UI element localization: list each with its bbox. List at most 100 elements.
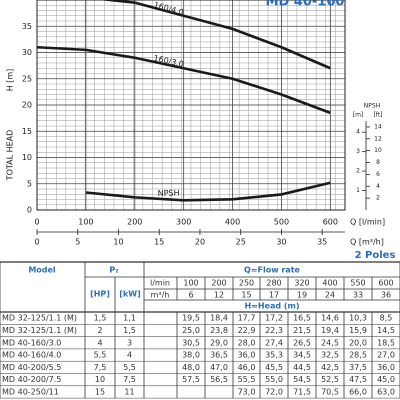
table-text: 47,5 xyxy=(349,375,367,384)
table-text: 44,5 xyxy=(293,363,311,372)
table-text: MD 40-250/11 xyxy=(2,387,59,396)
table-text: 45,5 xyxy=(265,363,283,372)
table-text: m³/h xyxy=(151,291,170,300)
x2-tick-label: 20 xyxy=(195,238,205,247)
table-text: 17 xyxy=(269,291,279,300)
plot-frame xyxy=(36,0,346,211)
y-tick-label: 10 xyxy=(22,153,32,162)
table-text: 36,5 xyxy=(210,351,228,360)
x-tick-label: 300 xyxy=(176,218,191,227)
table-text: 19 xyxy=(297,291,307,300)
table-text: 6 xyxy=(188,291,193,300)
table-text: 20,0 xyxy=(349,338,367,347)
table-text: 11 xyxy=(124,387,134,396)
x-tick-label: 200 xyxy=(127,218,142,227)
table-text: 15 xyxy=(241,291,251,300)
table-text: 17,7 xyxy=(238,314,256,323)
table-text: 38,0 xyxy=(182,351,200,360)
curve xyxy=(98,0,331,70)
chart-title: MD 40-160 xyxy=(266,0,345,10)
table-text: MD 40-160/4.0 xyxy=(2,351,61,360)
x-tick-label: 400 xyxy=(225,218,240,227)
table-text: 1,1 xyxy=(123,314,136,323)
table-text: 14,6 xyxy=(321,314,339,323)
table-text: l/min xyxy=(150,279,170,288)
table-text: MD 40-200/7.5 xyxy=(2,375,61,384)
table-text: 56,5 xyxy=(210,375,228,384)
table-text: 28,0 xyxy=(238,338,256,347)
table-text: 1,5 xyxy=(94,314,107,323)
curve-label: 160/4.0 xyxy=(153,0,185,17)
table-text: 7,5 xyxy=(123,375,136,384)
table-text: 550 xyxy=(350,279,365,288)
table-text: 3 xyxy=(127,338,132,347)
table-text: 400 xyxy=(322,279,337,288)
y3-tick-label: 8 xyxy=(376,159,380,166)
table-text: 37,5 xyxy=(349,363,367,372)
table-text: 54,5 xyxy=(293,375,311,384)
table-text: 12 xyxy=(214,291,224,300)
x-axis-label: Q [l/min] xyxy=(350,218,385,227)
table-text: Q=Flow rate xyxy=(244,266,301,275)
y3-axis-unit: [ft] xyxy=(373,112,382,119)
y3-tick-label: 4 xyxy=(376,183,380,190)
table-text: 66,0 xyxy=(349,387,367,396)
table-text: H=Head (m) xyxy=(244,302,299,311)
table-text: 19,4 xyxy=(321,326,339,335)
y-axis-label: TOTAL HEAD xyxy=(6,130,15,182)
y-tick-label: 5 xyxy=(27,179,32,188)
table-text: 4 xyxy=(127,351,132,360)
table-text: 36,0 xyxy=(238,351,256,360)
table-text: MD 40-160/3.0 xyxy=(2,338,61,347)
y3-tick-label: 12 xyxy=(374,135,382,142)
table-text: 25,0 xyxy=(182,326,200,335)
x-tick-label: 100 xyxy=(78,218,93,227)
table-text: 55,5 xyxy=(238,375,256,384)
table-text: 34,5 xyxy=(293,351,311,360)
x2-axis-label: Q [m³/h] xyxy=(350,238,384,247)
y-tick-label: 20 xyxy=(22,101,32,110)
table-text: 35,3 xyxy=(265,351,283,360)
table-text: 100 xyxy=(183,279,198,288)
plot-area xyxy=(37,0,331,202)
x2-tick-label: 0 xyxy=(34,238,39,247)
table-text: 47,0 xyxy=(210,363,228,372)
x2-tick-label: 30 xyxy=(276,238,286,247)
table-text: 24,5 xyxy=(321,338,339,347)
table-text: 600 xyxy=(378,279,393,288)
table-text: MD 32-125/1.1 (M) xyxy=(2,314,77,323)
table-text: 70,5 xyxy=(321,387,339,396)
table-text: 46,0 xyxy=(238,363,256,372)
y2-tick-label: 3 xyxy=(356,148,360,155)
table-text: 250 xyxy=(239,279,254,288)
table-text: 26,5 xyxy=(293,338,311,347)
table-text: P₂ xyxy=(109,266,119,275)
x-tick-label: 0 xyxy=(34,218,39,227)
table-text: 16,5 xyxy=(293,314,311,323)
curve-label: NPSH xyxy=(158,189,180,198)
table-text: 18,5 xyxy=(377,338,395,347)
table-text: Model xyxy=(28,266,56,275)
table-text: 33 xyxy=(353,291,363,300)
table-text: 30,5 xyxy=(182,338,200,347)
table-text: 32,5 xyxy=(321,351,339,360)
table-text: 4 xyxy=(97,338,102,347)
table-text: 52,5 xyxy=(321,375,339,384)
y-tick-label: 15 xyxy=(22,127,32,136)
table-text: 200 xyxy=(211,279,226,288)
y-tick-label: 25 xyxy=(22,74,32,83)
x2-tick-label: 25 xyxy=(236,238,246,247)
table-text: [kW] xyxy=(119,290,140,299)
table-text: MD 32-125/1.1 (M) xyxy=(2,326,77,335)
table-text: 14,5 xyxy=(377,326,395,335)
table-text: [HP] xyxy=(90,290,110,299)
table-text: MD 40-200/5.5 xyxy=(2,363,61,372)
table-text: 23,8 xyxy=(210,326,228,335)
table-text: 73,0 xyxy=(238,387,256,396)
x-tick-label: 600 xyxy=(323,218,338,227)
table-text: 22,3 xyxy=(265,326,283,335)
table-text: 63,0 xyxy=(377,387,395,396)
x-tick-label: 500 xyxy=(274,218,289,227)
y2-tick-label: 4 xyxy=(356,129,360,136)
table-text: 18,4 xyxy=(210,314,228,323)
